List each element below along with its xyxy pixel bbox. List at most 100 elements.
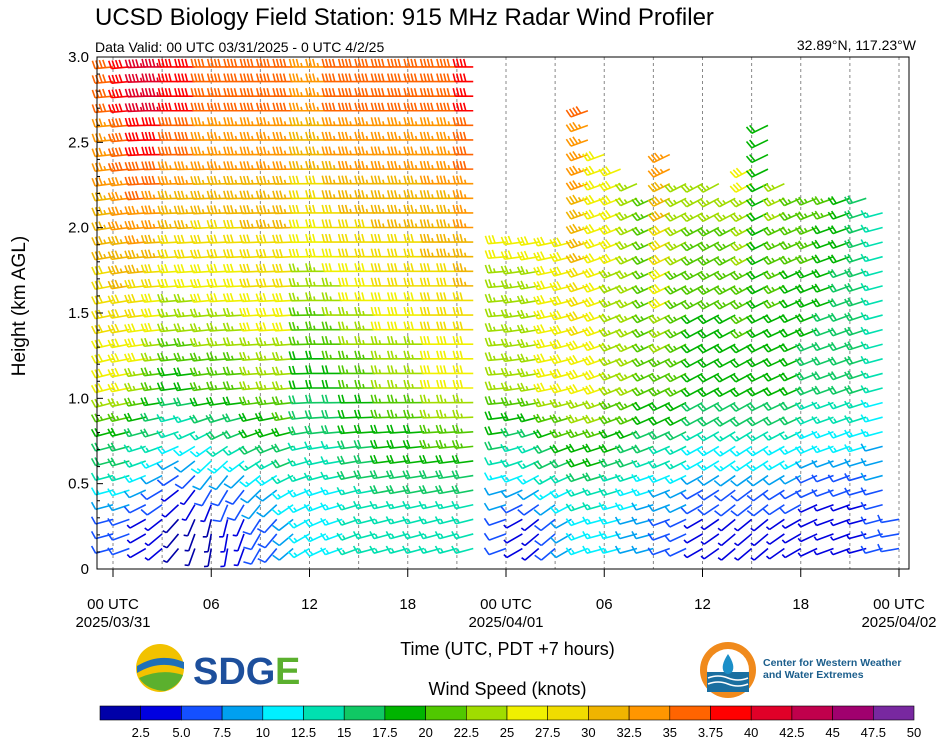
wind-barb	[354, 102, 375, 112]
wind-barb	[140, 489, 163, 501]
wind-barb	[403, 87, 425, 97]
wind-barb	[533, 324, 556, 335]
wind-barb	[794, 357, 818, 367]
wind-barb	[696, 328, 720, 339]
wind-barb	[794, 313, 818, 323]
wind-barb	[174, 73, 195, 83]
wind-barb	[452, 175, 474, 185]
wind-barb	[582, 209, 605, 220]
wind-barb	[794, 416, 818, 425]
wind-barb	[647, 460, 671, 469]
wind-barb	[664, 387, 687, 397]
x-tick-label: 06	[596, 596, 613, 613]
wind-barb	[565, 399, 589, 409]
wind-barb	[370, 321, 392, 331]
wind-barb	[451, 485, 474, 495]
wind-barb	[598, 443, 621, 454]
wind-barb	[305, 350, 326, 360]
wind-barb	[288, 117, 310, 127]
wind-barb	[233, 548, 245, 567]
wind-barb	[516, 489, 540, 501]
wind-barb	[189, 352, 212, 362]
wind-barb	[534, 533, 556, 547]
wind-barb	[140, 264, 163, 274]
wind-barb	[239, 263, 261, 273]
sdge-logo: SDG E	[135, 642, 325, 694]
wind-barb	[386, 277, 408, 287]
wind-barb	[144, 547, 163, 561]
wind-barb	[419, 394, 441, 404]
wind-barb	[582, 326, 605, 337]
wind-barb	[272, 533, 294, 547]
wind-barb	[680, 431, 703, 442]
wind-barb	[370, 336, 392, 346]
wind-barb	[664, 489, 687, 499]
wind-barb	[223, 102, 244, 112]
wind-barb	[794, 445, 818, 455]
wind-barb	[305, 87, 326, 97]
wind-barb	[305, 365, 326, 375]
wind-barb	[287, 547, 310, 559]
wind-barb	[124, 235, 146, 245]
wind-barb	[436, 160, 457, 170]
wind-barb	[452, 131, 474, 141]
wind-barb	[860, 341, 883, 350]
wind-barb	[321, 350, 343, 360]
wind-barb	[860, 355, 883, 365]
wind-barb	[794, 284, 818, 294]
wind-barb	[778, 474, 802, 485]
wind-barb	[533, 460, 556, 470]
wind-barb	[647, 372, 671, 383]
wind-barb	[223, 474, 245, 489]
wind-barb	[144, 533, 163, 547]
wind-barb	[337, 73, 359, 83]
wind-barb	[184, 548, 196, 567]
wind-barb	[183, 519, 196, 537]
wind-barb	[288, 73, 310, 83]
wind-barb	[549, 518, 572, 529]
wind-barb	[337, 350, 359, 360]
wind-barb	[647, 387, 671, 397]
wind-barb	[696, 285, 720, 296]
wind-barb	[614, 357, 638, 367]
wind-barb	[255, 219, 277, 229]
wind-barb	[337, 175, 359, 185]
wind-barb	[354, 277, 375, 287]
wind-barb	[762, 226, 785, 236]
wind-barb	[647, 240, 671, 251]
wind-barb	[647, 547, 671, 556]
wind-barb	[647, 430, 671, 440]
wind-barb	[631, 197, 654, 207]
wind-barb	[729, 226, 753, 237]
wind-barb	[762, 474, 785, 486]
wind-barb	[157, 278, 179, 289]
wind-barb	[192, 475, 212, 491]
wind-barb	[647, 210, 671, 222]
wind-barb	[730, 474, 753, 487]
wind-barb	[683, 547, 703, 559]
wind-barb	[452, 219, 474, 229]
wind-barb	[189, 337, 212, 348]
wind-barb	[631, 545, 654, 554]
wind-barb	[157, 73, 179, 83]
wind-barb	[452, 379, 474, 389]
wind-barb	[696, 343, 720, 354]
wind-barb	[239, 219, 261, 229]
wind-barb	[190, 117, 212, 127]
wind-barb	[305, 379, 326, 389]
wind-barb	[288, 175, 310, 185]
x-tick-date: 2025/03/31	[75, 614, 150, 631]
wind-barb	[483, 472, 507, 481]
wind-barb	[354, 248, 375, 258]
wind-barb	[794, 327, 818, 338]
wind-barb	[696, 241, 720, 252]
wind-barb	[272, 175, 294, 185]
wind-barb	[320, 532, 343, 541]
wind-barb	[631, 212, 654, 222]
wind-barb	[354, 175, 375, 185]
wind-barb	[124, 220, 146, 230]
wind-barb	[107, 488, 130, 497]
wind-barb	[220, 548, 229, 568]
wind-barb	[664, 343, 687, 354]
wind-barb	[811, 225, 834, 235]
